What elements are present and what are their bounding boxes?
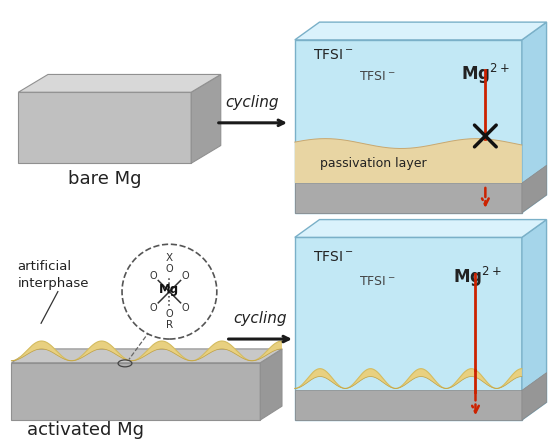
Polygon shape (295, 22, 547, 40)
Text: bare Mg: bare Mg (68, 170, 142, 188)
Polygon shape (295, 220, 547, 237)
Text: X: X (166, 253, 173, 263)
Polygon shape (295, 237, 522, 420)
Polygon shape (295, 369, 522, 389)
Text: O: O (181, 303, 189, 312)
Text: Mg$^{2+}$: Mg$^{2+}$ (461, 62, 510, 87)
Text: O: O (166, 264, 173, 274)
Polygon shape (18, 92, 191, 163)
Polygon shape (522, 165, 547, 213)
Text: TFSI$^-$: TFSI$^-$ (359, 275, 395, 288)
Text: activated Mg: activated Mg (27, 421, 144, 439)
Polygon shape (260, 349, 282, 420)
Polygon shape (522, 373, 547, 420)
Text: TFSI$^-$: TFSI$^-$ (312, 48, 353, 62)
Text: TFSI$^-$: TFSI$^-$ (312, 250, 353, 264)
Polygon shape (191, 74, 221, 163)
Polygon shape (522, 22, 547, 213)
Polygon shape (522, 220, 547, 420)
Text: Mg: Mg (160, 283, 180, 296)
Polygon shape (11, 363, 260, 420)
Text: artificial
interphase: artificial interphase (17, 260, 89, 290)
Polygon shape (295, 40, 522, 213)
Text: TFSI$^-$: TFSI$^-$ (359, 70, 395, 83)
Text: O: O (166, 309, 173, 320)
Text: cycling: cycling (226, 95, 279, 110)
Text: O: O (181, 271, 189, 281)
Polygon shape (11, 341, 282, 361)
Circle shape (122, 244, 217, 339)
Polygon shape (11, 349, 282, 363)
Polygon shape (295, 139, 522, 183)
Polygon shape (295, 390, 522, 420)
Text: cycling: cycling (234, 311, 287, 326)
Text: R: R (166, 320, 173, 330)
Text: O: O (150, 303, 157, 312)
Polygon shape (295, 183, 522, 213)
Polygon shape (18, 74, 221, 92)
Text: passivation layer: passivation layer (320, 157, 427, 170)
Text: O: O (150, 271, 157, 281)
Text: Mg$^{2+}$: Mg$^{2+}$ (453, 265, 502, 289)
